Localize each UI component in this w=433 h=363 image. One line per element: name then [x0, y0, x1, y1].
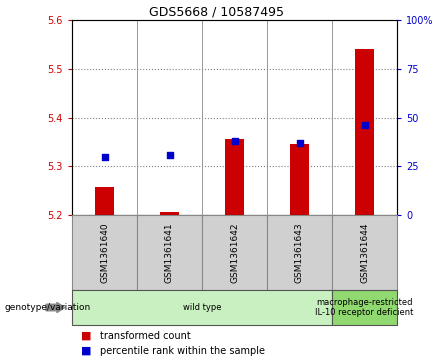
Bar	[355, 49, 374, 215]
Text: transformed count: transformed count	[100, 331, 191, 341]
Text: ■: ■	[81, 331, 91, 341]
Point	[361, 122, 368, 128]
Bar	[267, 215, 332, 290]
Bar	[72, 290, 332, 325]
Text: macrophage-restricted
IL-10 receptor deficient: macrophage-restricted IL-10 receptor def…	[315, 298, 414, 317]
Text: GSM1361641: GSM1361641	[165, 222, 174, 283]
Point	[296, 140, 303, 146]
Bar	[290, 144, 309, 215]
Text: wild type: wild type	[183, 303, 221, 312]
Text: GSM1361640: GSM1361640	[100, 222, 109, 283]
Text: GSM1361643: GSM1361643	[295, 222, 304, 283]
Text: percentile rank within the sample: percentile rank within the sample	[100, 346, 265, 356]
Text: genotype/variation: genotype/variation	[4, 303, 90, 312]
Bar	[72, 215, 137, 290]
Text: GSM1361642: GSM1361642	[230, 222, 239, 283]
Bar	[225, 139, 244, 215]
Point	[231, 138, 238, 144]
Bar	[332, 290, 397, 325]
Text: GDS5668 / 10587495: GDS5668 / 10587495	[149, 5, 284, 18]
Bar	[160, 212, 179, 215]
Text: GSM1361644: GSM1361644	[360, 222, 369, 283]
Bar	[137, 215, 202, 290]
Point	[101, 154, 108, 159]
Point	[166, 152, 173, 158]
Bar	[95, 187, 114, 215]
Text: ■: ■	[81, 346, 91, 356]
Bar	[202, 215, 267, 290]
Bar	[332, 215, 397, 290]
